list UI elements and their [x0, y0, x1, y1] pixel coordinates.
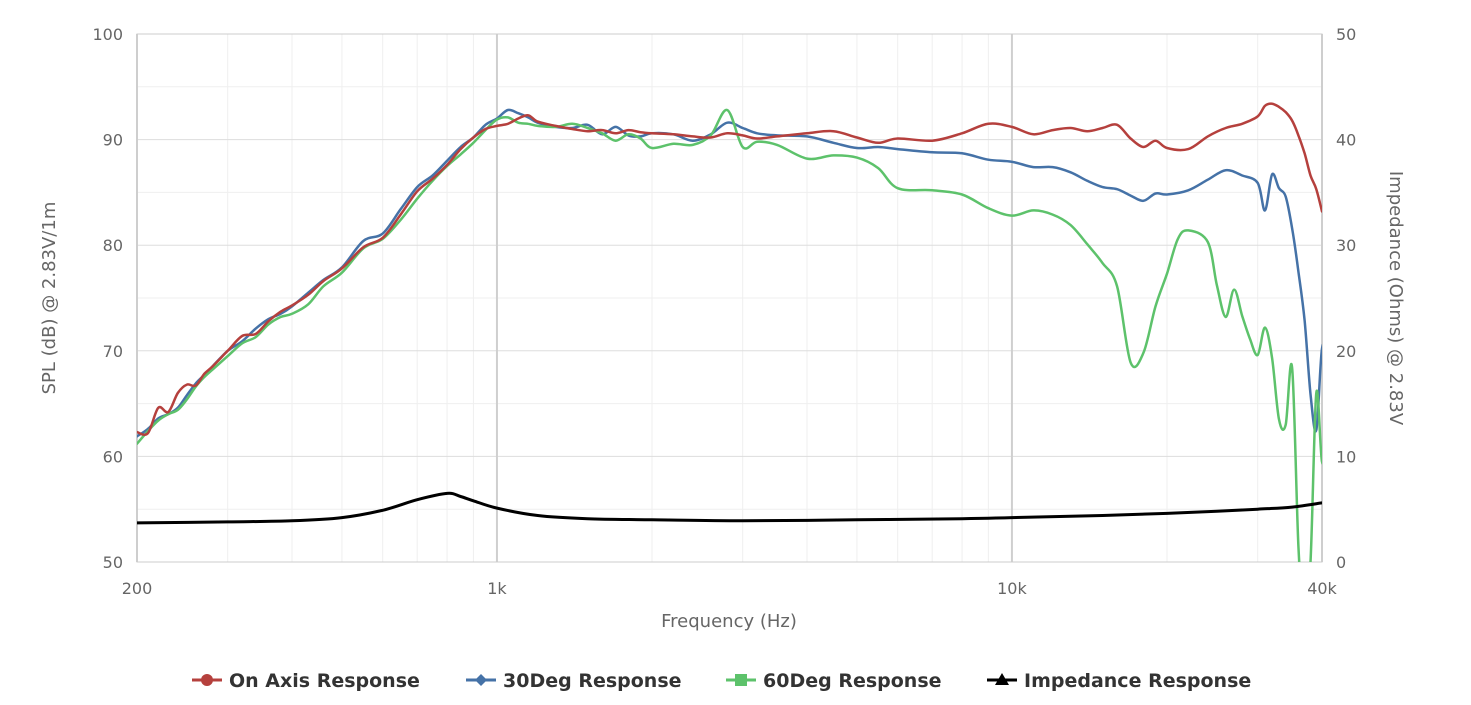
y-left-tick-label: 100	[92, 25, 123, 44]
legend-circle-marker-icon	[201, 674, 213, 686]
y-left-tick-label: 90	[103, 131, 123, 150]
legend-square-marker-icon	[735, 674, 747, 686]
legend-item-on-axis-response[interactable]: On Axis Response	[192, 670, 420, 692]
legend-triangle-marker-icon	[995, 673, 1009, 685]
y-right-tick-label: 10	[1336, 447, 1356, 466]
legend-diamond-marker-icon	[475, 674, 487, 686]
legend-label: On Axis Response	[229, 670, 420, 692]
legend-label: Impedance Response	[1024, 670, 1251, 692]
legend-label: 60Deg Response	[763, 670, 942, 692]
x-tick-labels: 200 1k 10k 40k	[122, 579, 1338, 598]
y-axis-title-right: Impedance (Ohms) @ 2.83V	[1385, 171, 1406, 426]
series-line-30deg-response	[137, 108, 1322, 438]
minor-gridlines	[137, 34, 1322, 562]
y-right-tick-label: 50	[1336, 25, 1356, 44]
series-line-60deg-response	[137, 108, 1322, 562]
legend: On Axis Response 30Deg Response 60Deg Resp…	[192, 670, 1251, 692]
y-axis-title-left: SPL (dB) @ 2.83V/1m	[39, 202, 60, 395]
x-tick-label: 40k	[1307, 579, 1337, 598]
x-axis-title: Frequency (Hz)	[661, 611, 797, 632]
y-right-tick-label: 30	[1336, 236, 1356, 255]
x-tick-label: 200	[122, 579, 153, 598]
y-left-tick-label: 60	[103, 447, 123, 466]
y-left-tick-labels: 50 60 70 80 90 100	[92, 25, 123, 572]
y-left-tick-label: 50	[103, 553, 123, 572]
x-tick-label: 10k	[997, 579, 1027, 598]
y-right-tick-label: 20	[1336, 342, 1356, 361]
legend-item-60deg-response[interactable]: 60Deg Response	[726, 670, 942, 692]
y-right-tick-label: 0	[1336, 553, 1346, 572]
legend-item-30deg-response[interactable]: 30Deg Response	[466, 670, 682, 692]
y-left-tick-label: 70	[103, 342, 123, 361]
y-right-tick-label: 40	[1336, 131, 1356, 150]
series-line-on-axis-response	[137, 102, 1322, 436]
legend-label: 30Deg Response	[503, 670, 682, 692]
y-right-tick-labels: 0 10 20 30 40 50	[1336, 25, 1356, 572]
x-tick-label: 1k	[487, 579, 507, 598]
y-left-tick-label: 80	[103, 236, 123, 255]
legend-item-impedance-response[interactable]: Impedance Response	[987, 670, 1251, 692]
series-line-impedance-response	[137, 491, 1322, 525]
series-layer	[137, 102, 1322, 562]
plot-area-border	[136, 33, 1323, 563]
